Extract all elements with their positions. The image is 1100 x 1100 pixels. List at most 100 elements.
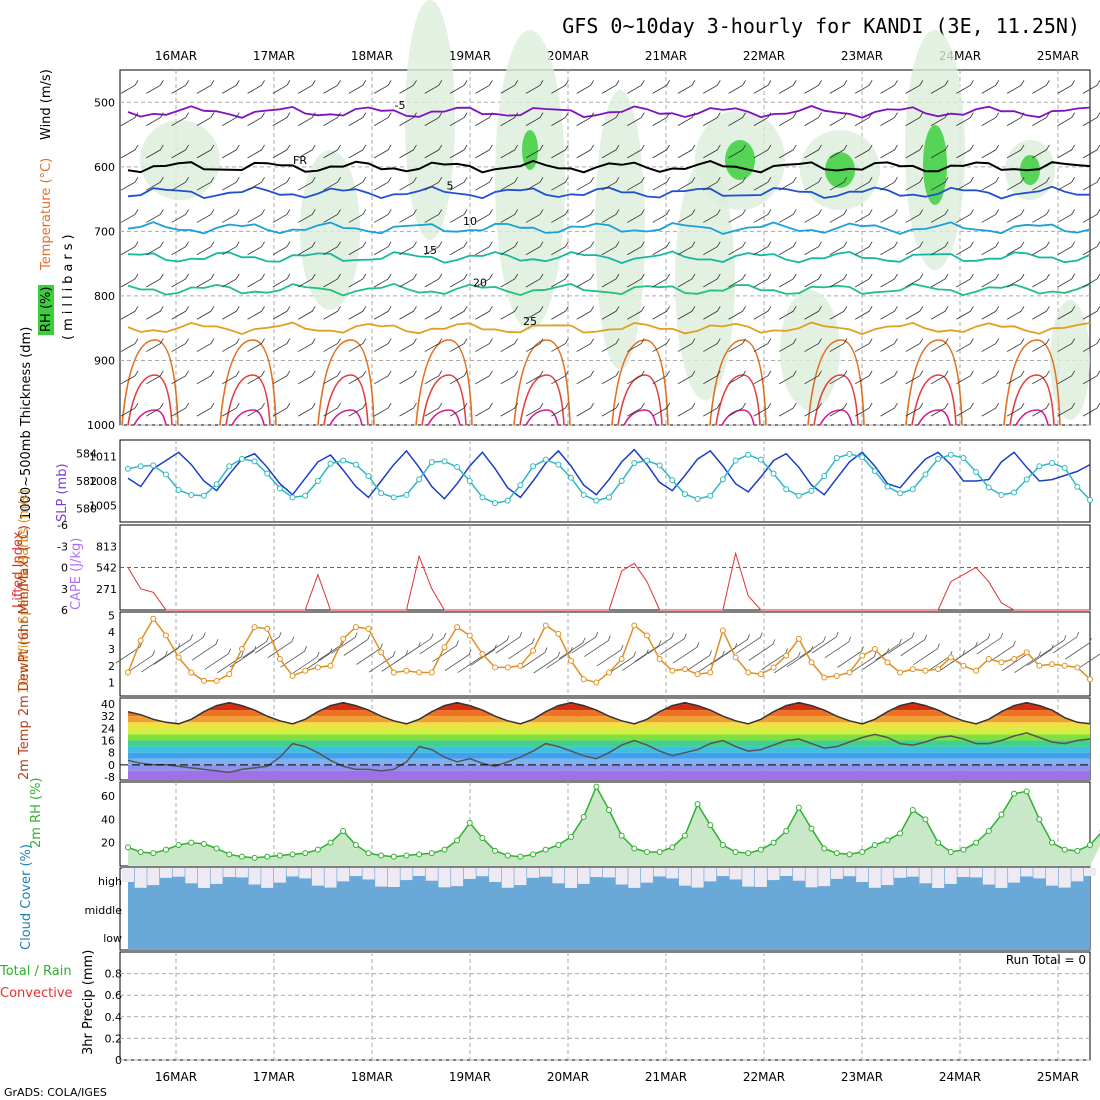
lifted-index-tick-label: -6 — [57, 519, 68, 532]
wind-barb — [1032, 241, 1050, 256]
wind-barb — [905, 144, 924, 159]
rh2m-point — [973, 839, 980, 846]
wind-barb — [1032, 306, 1050, 320]
wind-barb — [171, 273, 189, 288]
rh2m-point — [403, 852, 410, 859]
wind-barb — [601, 241, 620, 256]
pressure-tick-label: 1000 — [87, 419, 115, 432]
slp-point — [694, 496, 701, 503]
cloud-clear-gap — [1071, 868, 1084, 882]
rh-shade-area — [495, 30, 565, 330]
slp-point — [884, 483, 891, 490]
wind-speed-point — [973, 667, 980, 674]
wind-barb — [475, 176, 493, 191]
wind-barb — [247, 80, 265, 94]
date-label-bottom: 18MAR — [351, 1070, 393, 1084]
wind-barb — [1006, 144, 1025, 159]
wind-barb — [272, 370, 291, 385]
wind-barb — [753, 402, 772, 417]
wind-barb — [854, 306, 873, 320]
rh2m-point — [378, 852, 385, 859]
surface-isotherm — [905, 339, 963, 426]
wind-barb — [475, 370, 493, 385]
wind-speed-point — [871, 645, 878, 652]
wind-barb — [298, 241, 316, 256]
wind-barb — [1032, 273, 1050, 288]
date-label-top: 21MAR — [645, 49, 687, 63]
wind-barb-10m — [685, 650, 712, 672]
wind-barb — [1006, 306, 1025, 320]
wind-speed-point — [213, 677, 220, 684]
slp-point — [238, 455, 245, 462]
thickness-tick-label: 580 — [76, 502, 97, 515]
temp-color-band — [128, 758, 1090, 765]
wind-barb — [551, 402, 569, 417]
wind-barb — [880, 112, 898, 126]
wind-barb — [348, 402, 367, 417]
wind-barb — [146, 306, 164, 320]
wind-barb-10m — [128, 650, 156, 672]
cloud-clear-gap — [1058, 868, 1071, 888]
wind-speed-point — [479, 651, 486, 657]
wind-barb — [829, 273, 848, 288]
rh2m-point — [960, 846, 967, 853]
wind-barb — [728, 402, 746, 417]
wind-barb — [348, 209, 367, 223]
wind-barb — [652, 112, 670, 126]
wind-barb — [981, 176, 1000, 191]
wind-speed-point — [125, 669, 131, 676]
wind-barb-10m — [280, 646, 307, 668]
wind-barb — [956, 241, 974, 256]
wind-barb-10m — [1077, 653, 1100, 669]
wind-barb — [930, 144, 949, 159]
temp-tick-label: 24 — [101, 722, 115, 735]
wind-barb — [652, 306, 670, 320]
chart-title: GFS 0~10day 3-hourly for KANDI (3E, 11.2… — [562, 14, 1080, 38]
wind-barb-10m — [482, 635, 510, 657]
wind-barb-10m — [305, 648, 333, 670]
rh-high-area — [725, 140, 755, 180]
slp-point — [821, 473, 828, 480]
slp-point — [150, 462, 157, 469]
surface-isotherm — [721, 409, 755, 426]
rh2m-point — [808, 825, 815, 832]
slp-point — [1023, 476, 1030, 483]
wind-barb — [981, 80, 1000, 94]
wind-barb-10m — [1014, 651, 1042, 673]
wind-barb — [272, 273, 291, 288]
cloud-clear-gap — [248, 868, 261, 885]
slp-point — [846, 450, 853, 457]
wind-barb-10m — [495, 631, 523, 654]
rh2m-point — [580, 814, 587, 820]
wind-barb — [854, 209, 873, 223]
wind-barb — [525, 338, 544, 352]
rh2m-point — [884, 837, 891, 844]
wind-speed-point — [833, 672, 840, 679]
wind-barb-10m — [191, 639, 219, 661]
wind-barb — [652, 209, 670, 223]
wind-barb — [525, 144, 544, 159]
wind-barb — [576, 144, 595, 159]
wind-barb-10m — [204, 648, 231, 670]
wind-barb — [222, 306, 240, 320]
wind-barb — [956, 402, 974, 417]
wind-speed-point — [821, 674, 828, 681]
rh2m-point — [757, 846, 764, 853]
wind-barb — [880, 306, 898, 320]
wind-barb — [196, 370, 215, 385]
wind-barb — [804, 144, 822, 159]
wind-barb — [1082, 176, 1100, 191]
cloud-clear-gap — [792, 868, 805, 881]
wind-barb — [880, 338, 898, 352]
wind-barb — [981, 306, 1000, 320]
wind-barb — [779, 370, 797, 385]
slp-point — [935, 455, 942, 462]
upper-ylabel-pressure: (millibars) — [61, 230, 76, 340]
wind-barb — [601, 176, 620, 191]
rh2m-point — [783, 828, 790, 834]
rh-shade-area — [780, 290, 840, 410]
temp-color-band — [128, 704, 1090, 711]
wind-barb — [551, 209, 569, 223]
wind-speed-point — [365, 625, 372, 632]
